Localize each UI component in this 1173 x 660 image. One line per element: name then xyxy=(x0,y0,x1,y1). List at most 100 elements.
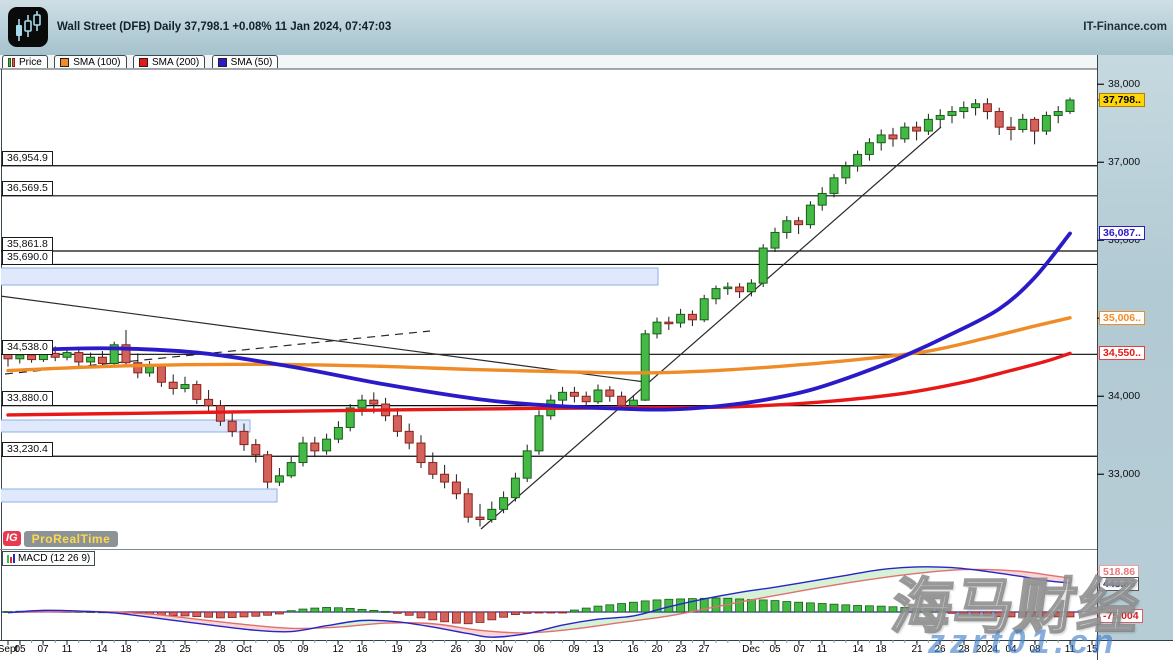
macd-bar xyxy=(168,611,178,616)
macd-bar xyxy=(263,611,273,616)
prorealtime-badge[interactable]: IG ProRealTime xyxy=(3,530,119,547)
candle xyxy=(499,491,509,514)
macd-panel xyxy=(1,566,1097,638)
x-axis-label: 28 xyxy=(958,644,970,655)
candle xyxy=(239,423,249,451)
macd-bar xyxy=(735,598,744,613)
tab-sma200-label: SMA (200) xyxy=(151,56,200,68)
sma200-line[interactable] xyxy=(6,351,1072,417)
price-level-label: 36,569.5 xyxy=(2,181,53,197)
x-axis-label: 05 xyxy=(769,644,781,655)
candle xyxy=(416,435,426,469)
sma50-line[interactable] xyxy=(6,231,1072,412)
candle xyxy=(86,352,96,366)
candle xyxy=(251,439,261,463)
sma200-value-label: 34,550.. xyxy=(1099,346,1145,361)
candle xyxy=(558,386,568,407)
macd-bar xyxy=(1030,611,1039,617)
macd-bar xyxy=(853,605,862,613)
macd-bar xyxy=(570,609,579,613)
x-axis-label: Nov xyxy=(495,644,513,655)
y-axis-label: 38,000 xyxy=(1108,78,1141,91)
candle xyxy=(782,216,792,239)
y-axis-label: 37,000 xyxy=(1108,156,1141,169)
candle xyxy=(676,308,686,328)
candle xyxy=(310,436,320,458)
candle xyxy=(900,122,910,143)
macd-bar xyxy=(369,609,379,613)
candlestick-logo-icon xyxy=(16,11,41,41)
candle xyxy=(1018,113,1028,133)
tab-sma100-label: SMA (100) xyxy=(73,56,121,68)
x-axis-label: 05 xyxy=(14,644,26,655)
price-level-label: 35,861.8 xyxy=(2,236,53,252)
chart-title: Wall Street (DFB) Daily 37,798.1 +0.08% … xyxy=(57,21,392,33)
x-axis-label: 30 xyxy=(474,644,486,655)
tab-sma200[interactable]: SMA (200) xyxy=(132,55,206,68)
macd-bar xyxy=(652,599,662,613)
sma50-swatch-icon xyxy=(217,57,227,67)
x-axis-label: 23 xyxy=(415,644,427,655)
macd-bar xyxy=(994,611,1004,617)
candle xyxy=(156,363,166,387)
candle xyxy=(451,474,461,500)
x-axis-label: 07 xyxy=(37,644,49,655)
macd-bar xyxy=(841,604,851,613)
sma100-line[interactable] xyxy=(6,316,1072,375)
macd-bar xyxy=(782,601,792,613)
macd-bar xyxy=(451,611,461,624)
price-level-label: 35,690.0 xyxy=(2,249,53,265)
tab-sma50[interactable]: SMA (50) xyxy=(211,55,279,68)
candle xyxy=(74,349,84,367)
trendline[interactable] xyxy=(0,295,646,383)
x-axis-label: 06 xyxy=(533,644,545,655)
x-axis-label: 23 xyxy=(675,644,687,655)
macd-bar xyxy=(888,606,898,613)
macd-bar xyxy=(180,611,190,617)
candle xyxy=(204,390,214,412)
tab-sma100[interactable]: SMA (100) xyxy=(54,55,127,68)
x-axis-label: 09 xyxy=(297,644,309,655)
candle xyxy=(1030,117,1040,145)
macd-bar xyxy=(581,607,591,613)
macd-bar xyxy=(510,611,520,616)
x-axis-label: 21 xyxy=(155,644,167,655)
tab-macd-indicator[interactable]: MACD (12 26 9) xyxy=(2,551,96,566)
macd-bar xyxy=(1018,611,1028,618)
price-level-label: 33,230.4 xyxy=(2,441,53,457)
candle xyxy=(145,361,155,377)
x-axis-label: 11 xyxy=(1064,644,1076,655)
candle xyxy=(392,407,402,437)
candle xyxy=(746,279,756,297)
candle xyxy=(864,138,874,161)
candle xyxy=(723,282,733,295)
macd-bar xyxy=(428,611,438,621)
macd-bar xyxy=(770,600,780,613)
macd-bar xyxy=(534,611,544,614)
macd-bar xyxy=(605,604,615,613)
candle xyxy=(971,99,981,116)
macd-bar xyxy=(676,598,685,613)
macd-bar xyxy=(912,607,921,613)
app-logo[interactable] xyxy=(8,7,48,47)
x-axis-label: 09 xyxy=(568,644,580,655)
x-axis-label: 12 xyxy=(332,644,344,655)
candle xyxy=(923,113,933,135)
candle xyxy=(298,436,308,467)
legend-bar: Price SMA (100) SMA (200) SMA (50) xyxy=(0,55,1173,69)
x-axis-label: 16 xyxy=(627,644,639,655)
price-candles-icon xyxy=(8,57,15,67)
macd-bar xyxy=(1053,611,1063,618)
tab-price[interactable]: Price xyxy=(2,55,48,68)
x-axis-label: 18 xyxy=(120,644,132,655)
candle xyxy=(510,472,520,502)
candle xyxy=(652,317,662,339)
trendline[interactable] xyxy=(480,126,942,530)
candle xyxy=(888,127,898,147)
macd-bar xyxy=(959,611,969,615)
price-level-label: 33,880.0 xyxy=(2,391,53,407)
macd-bar xyxy=(440,611,450,623)
candle xyxy=(357,394,367,416)
